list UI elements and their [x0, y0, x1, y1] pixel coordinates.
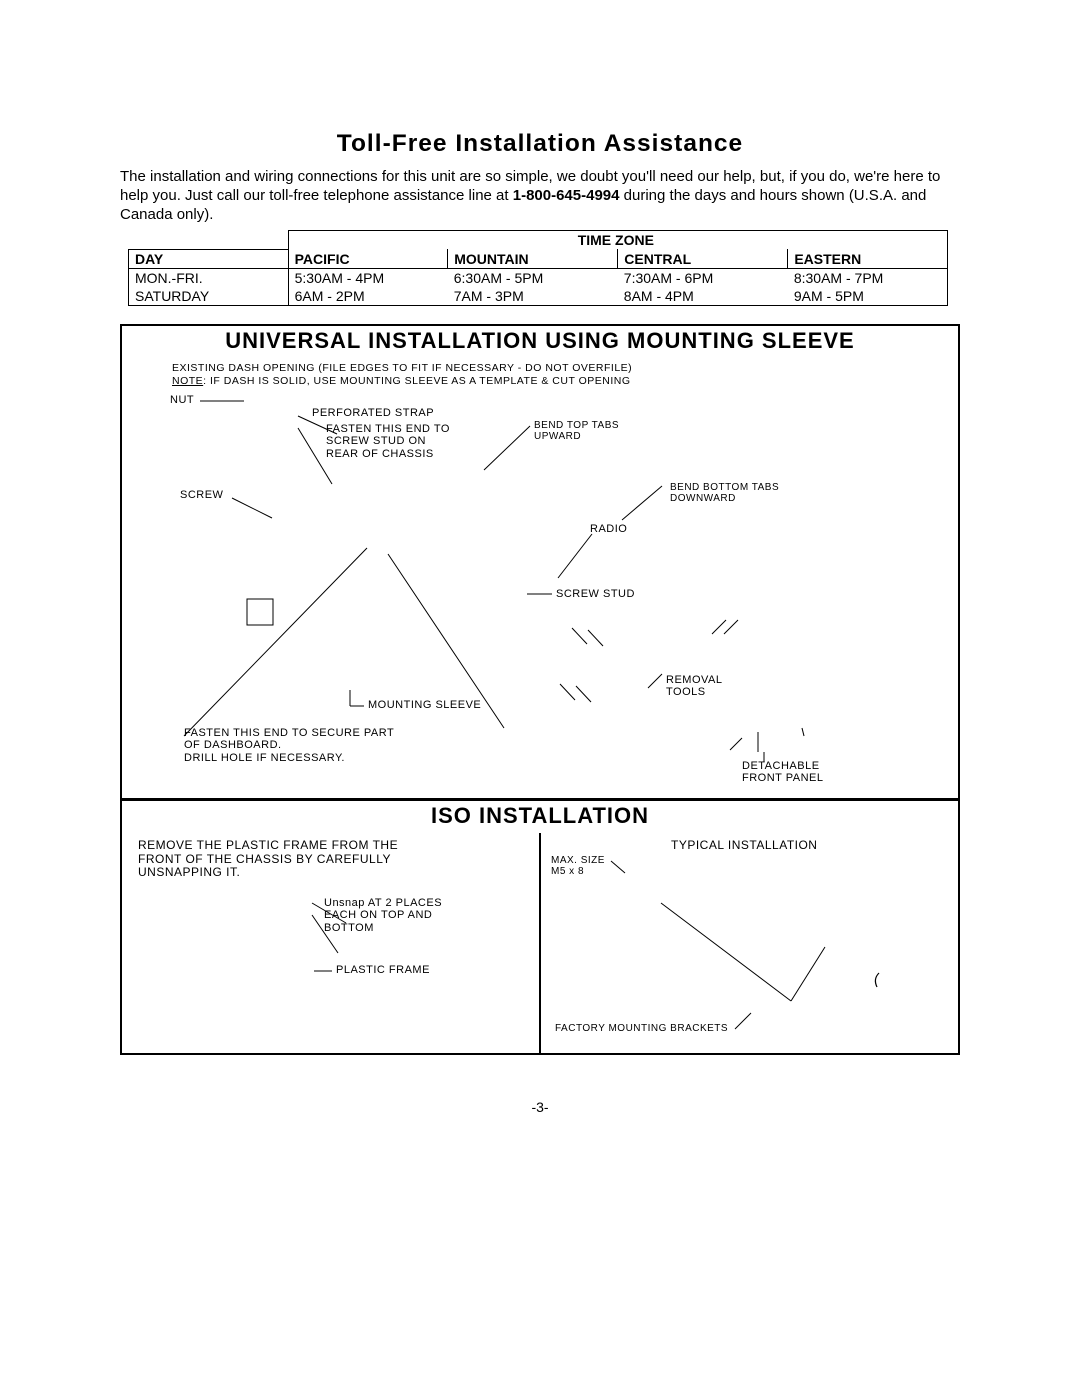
schedule-cell: 6:30AM - 5PM: [448, 268, 618, 287]
iso-content: REMOVE THE PLASTIC FRAME FROM THE FRONT …: [122, 833, 958, 1053]
lbl-fasten-dash: FASTEN THIS END TO SECURE PART OF DASHBO…: [184, 727, 394, 765]
lbl-bend-bottom: BEND BOTTOM TABS DOWNWARD: [670, 482, 779, 505]
universal-title: UNIVERSAL INSTALLATION USING MOUNTING SL…: [122, 326, 958, 358]
schedule-row: SATURDAY6AM - 2PM7AM - 3PM8AM - 4PM9AM -…: [129, 287, 948, 306]
lbl-screw-stud: SCREW STUD: [556, 588, 635, 601]
iso-left: REMOVE THE PLASTIC FRAME FROM THE FRONT …: [122, 833, 539, 1053]
lbl-plastic-frame: PLASTIC FRAME: [336, 964, 430, 977]
timezone-header: TIME ZONE: [288, 231, 947, 250]
col-header: EASTERN: [788, 249, 948, 268]
universal-content: EXISTING DASH OPENING (FILE EDGES TO FIT…: [122, 358, 958, 798]
lbl-perf-strap: PERFORATED STRAP: [312, 407, 434, 420]
iso-title: ISO INSTALLATION: [122, 801, 958, 833]
lbl-mounting-sleeve: MOUNTING SLEEVE: [368, 699, 481, 712]
schedule-table: TIME ZONE DAYPACIFICMOUNTAINCENTRALEASTE…: [128, 230, 948, 306]
universal-diagram: UNIVERSAL INSTALLATION USING MOUNTING SL…: [120, 324, 960, 1055]
col-header: CENTRAL: [618, 249, 788, 268]
lbl-fasten-rear: FASTEN THIS END TO SCREW STUD ON REAR OF…: [326, 423, 450, 461]
col-header: DAY: [129, 249, 289, 268]
schedule-cell: 8AM - 4PM: [618, 287, 788, 306]
lbl-bend-top: BEND TOP TABS UPWARD: [534, 420, 619, 443]
schedule-body: MON.-FRI.5:30AM - 4PM6:30AM - 5PM7:30AM …: [129, 268, 948, 305]
lbl-nut: NUT: [170, 394, 194, 407]
lbl-brackets: FACTORY MOUNTING BRACKETS: [555, 1023, 728, 1035]
schedule-cell: 7:30AM - 6PM: [618, 268, 788, 287]
page-number: -3-: [120, 1099, 960, 1115]
schedule-cell: 5:30AM - 4PM: [288, 268, 448, 287]
col-header-row: DAYPACIFICMOUNTAINCENTRALEASTERN: [129, 249, 948, 268]
schedule-cell: 8:30AM - 7PM: [788, 268, 948, 287]
schedule-cell: 6AM - 2PM: [288, 287, 448, 306]
schedule-cell: 9AM - 5PM: [788, 287, 948, 306]
schedule-table-wrap: TIME ZONE DAYPACIFICMOUNTAINCENTRALEASTE…: [120, 230, 960, 306]
schedule-cell: 7AM - 3PM: [448, 287, 618, 306]
iso-right: TYPICAL INSTALLATION MAX. SIZE M5 x 8 FA…: [541, 833, 958, 1053]
lbl-radio: RADIO: [590, 523, 627, 536]
tz-header-row: TIME ZONE: [129, 231, 948, 250]
phone-number: 1-800-645-4994: [513, 187, 620, 204]
col-header: PACIFIC: [288, 249, 448, 268]
page-title: Toll-Free Installation Assistance: [112, 130, 969, 158]
schedule-cell: SATURDAY: [129, 287, 289, 306]
lbl-detachable: DETACHABLE FRONT PANEL: [742, 760, 824, 785]
schedule-row: MON.-FRI.5:30AM - 4PM6:30AM - 5PM7:30AM …: [129, 268, 948, 287]
intro-paragraph: The installation and wiring connections …: [120, 168, 960, 224]
iso-left-svg: [122, 833, 539, 1053]
tz-spacer: [129, 231, 289, 250]
lbl-screw: SCREW: [180, 489, 223, 502]
iso-right-svg: [541, 833, 958, 1053]
col-header: MOUNTAIN: [448, 249, 618, 268]
lbl-unsnap: Unsnap AT 2 PLACES EACH ON TOP AND BOTTO…: [324, 897, 442, 935]
lbl-removal-tools: REMOVAL TOOLS: [666, 674, 722, 699]
schedule-cell: MON.-FRI.: [129, 268, 289, 287]
